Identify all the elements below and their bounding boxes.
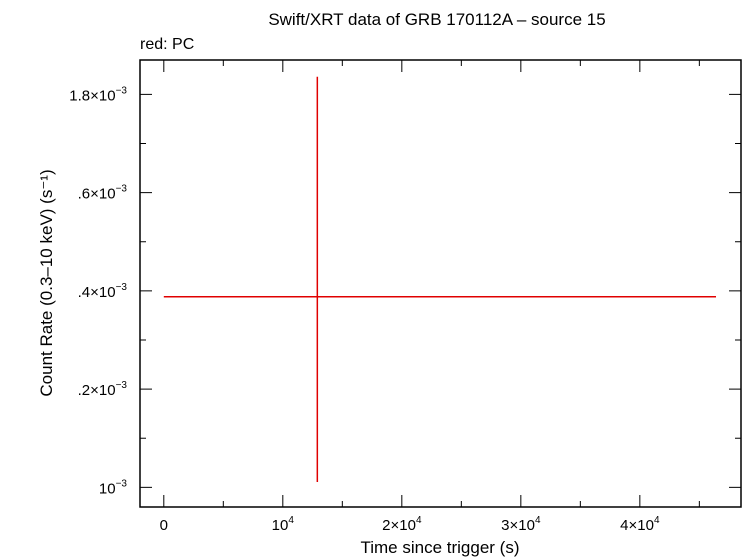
x-tick-label: 4×104: [620, 515, 660, 534]
x-tick-label: 0: [160, 517, 168, 534]
x-tick-exponent: 4: [288, 515, 294, 526]
x-tick-text: 3×10: [501, 517, 535, 534]
y-tick-label: .4×10−3: [78, 282, 128, 301]
x-tick-text: 2×10: [382, 517, 416, 534]
y-tick-text: 1.8×10: [69, 87, 115, 104]
y-tick-exponent: −3: [116, 478, 128, 489]
y-tick-label: 10−3: [99, 478, 128, 497]
y-tick-label: .6×10−3: [78, 184, 128, 203]
data-series: [163, 76, 717, 482]
y-tick-exponent: −3: [116, 282, 128, 293]
x-tick-text: 4×10: [620, 517, 654, 534]
chart-subtitle: red: PC: [140, 36, 194, 53]
y-tick-text: .2×10: [78, 382, 116, 399]
x-tick-exponent: 4: [654, 515, 660, 526]
y-tick-exponent: −3: [116, 380, 128, 391]
x-tick-exponent: 4: [535, 515, 541, 526]
y-tick-text: 10: [99, 480, 116, 497]
y-tick-text: .6×10: [78, 186, 116, 203]
y-tick-exponent: −3: [116, 184, 128, 195]
chart-title: Swift/XRT data of GRB 170112A – source 1…: [268, 10, 605, 29]
y-axis-label: Count Rate (0.3–10 keV) (s⁻¹): [37, 169, 56, 396]
x-tick-text: 10: [272, 517, 289, 534]
y-tick-text: .4×10: [78, 284, 116, 301]
x-tick-label: 3×104: [501, 515, 541, 534]
x-axis-label: Time since trigger (s): [360, 538, 519, 557]
x-tick-exponent: 4: [416, 515, 422, 526]
x-tick-label: 2×104: [382, 515, 422, 534]
x-tick-text: 0: [160, 517, 168, 534]
y-tick-label: 1.8×10−3: [69, 85, 127, 104]
y-tick-label: .2×10−3: [78, 380, 128, 399]
x-axis: 0 104 2×104 3×104 4×104: [160, 60, 700, 534]
plot-frame: [139, 59, 742, 508]
y-axis: 10−3.2×10−3.4×10−3.6×10−31.8×10−3: [69, 85, 741, 497]
x-tick-label: 104: [272, 515, 295, 534]
y-tick-exponent: −3: [116, 85, 128, 96]
